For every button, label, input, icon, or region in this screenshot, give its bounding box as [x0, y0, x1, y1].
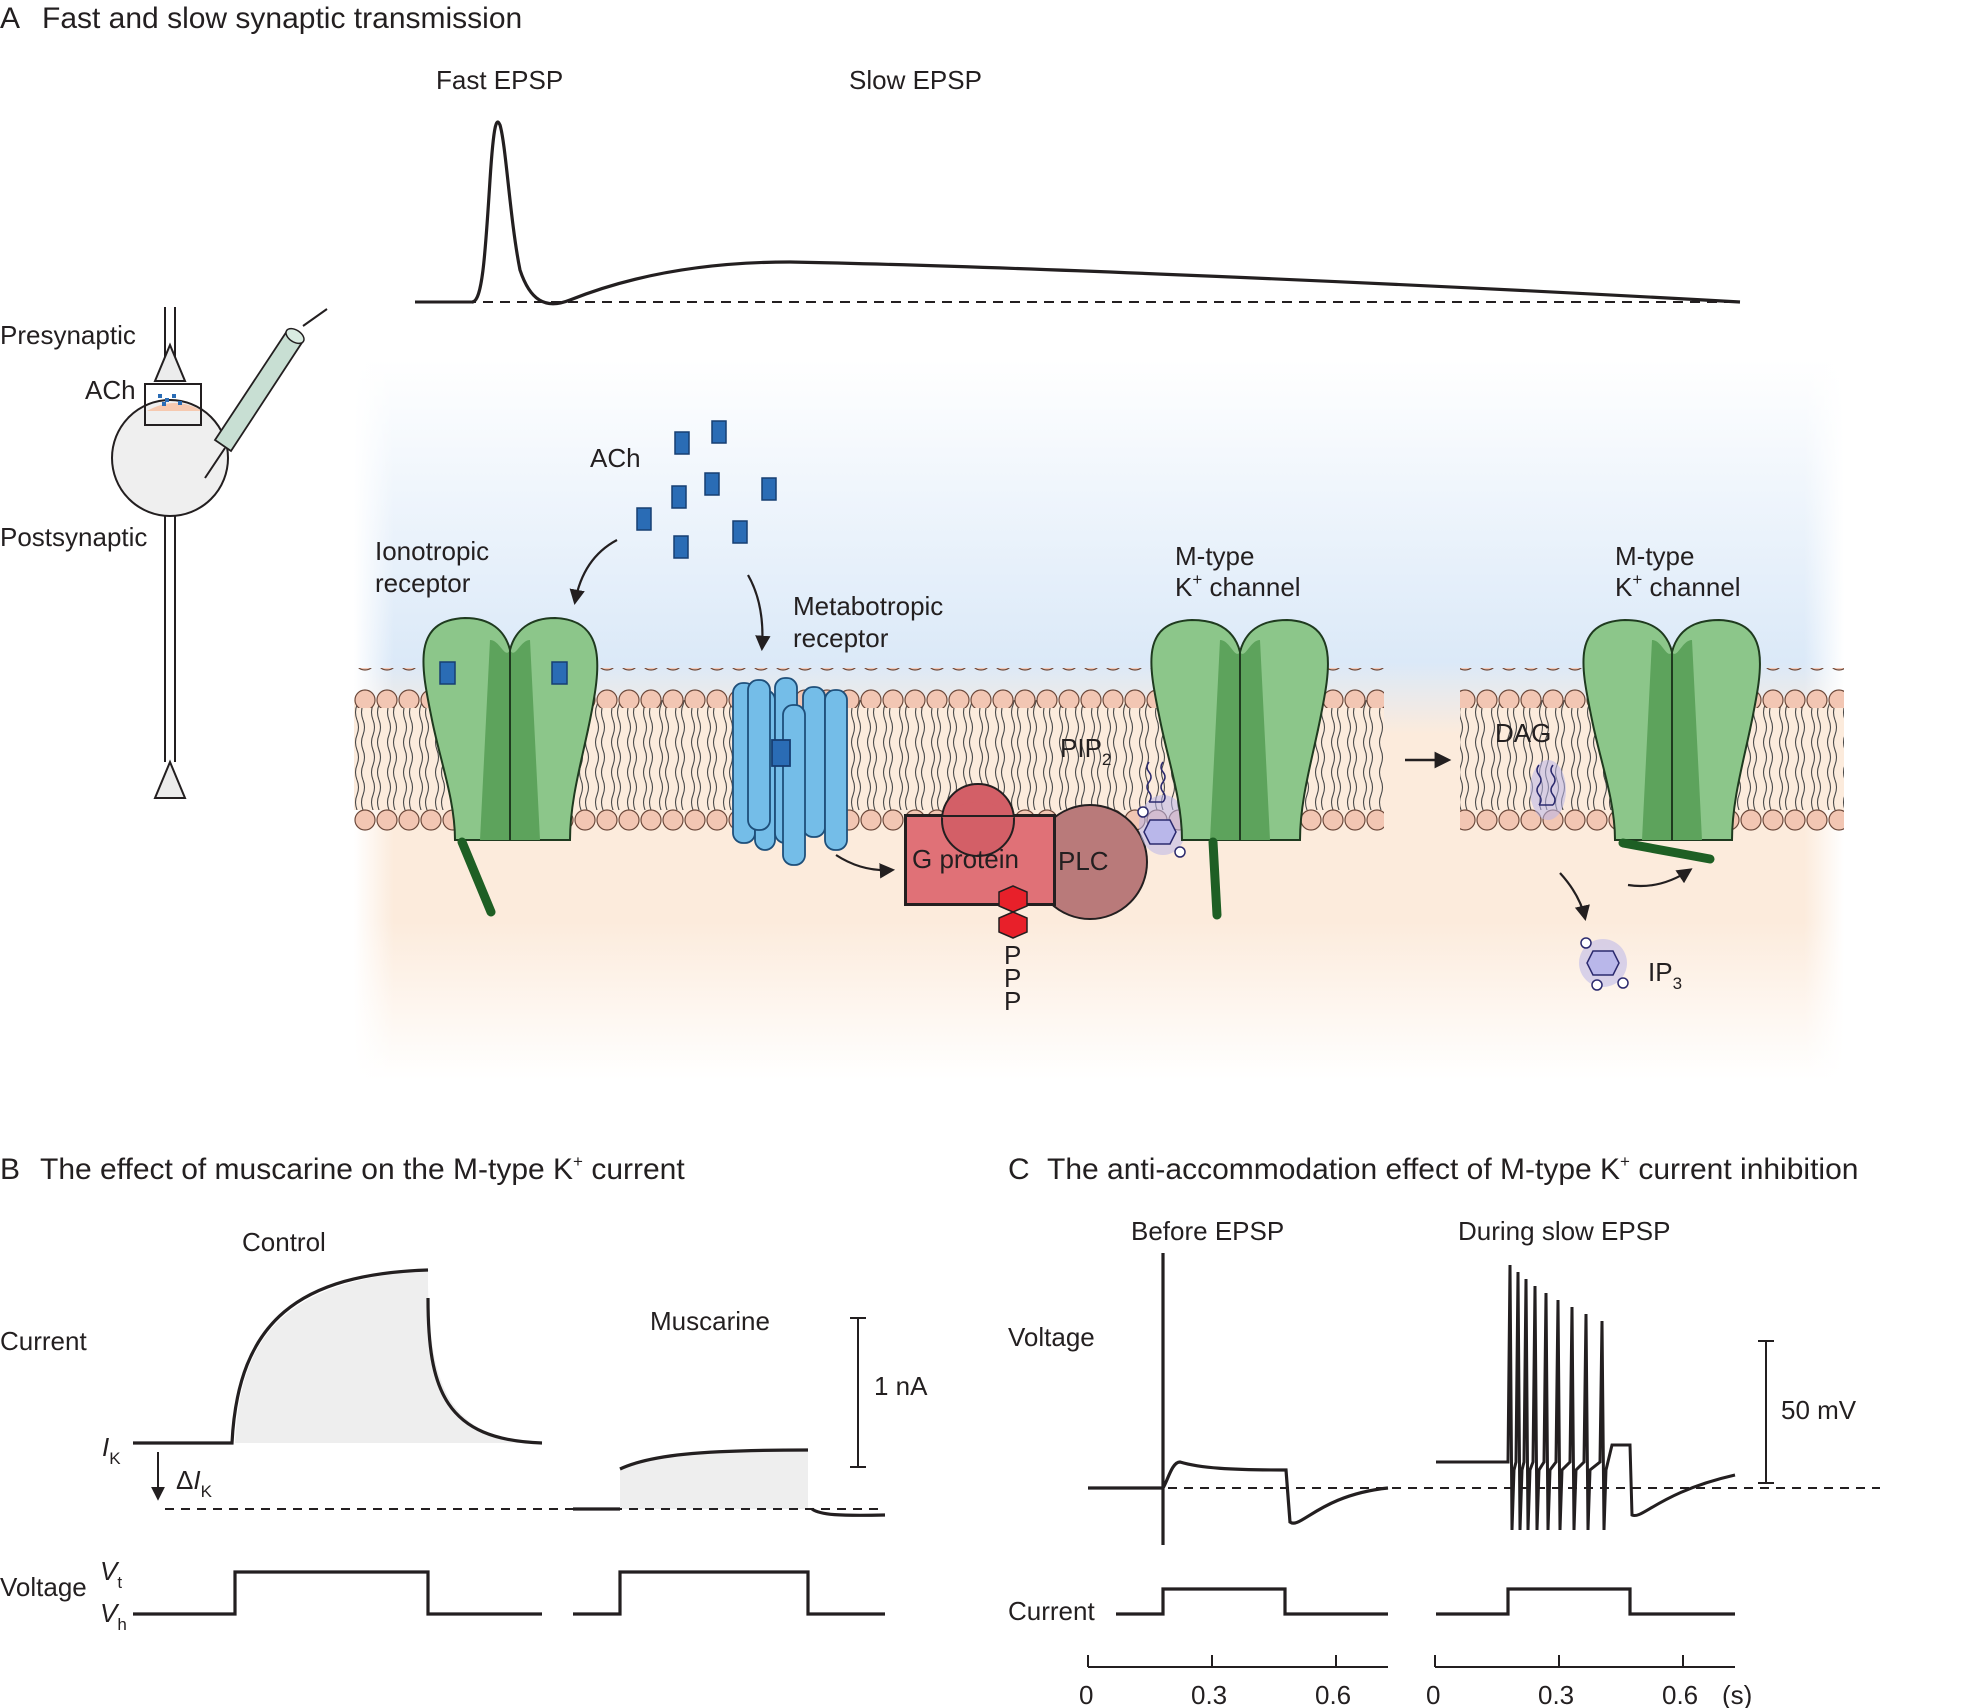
ionotropic-label-1: Ionotropic — [375, 536, 489, 566]
scale-label-b: 1 nA — [874, 1371, 928, 1401]
control-voltage-step — [133, 1570, 542, 1616]
bound-ach — [551, 661, 568, 685]
time-axis-before — [1087, 1655, 1388, 1668]
ip3-label: IP3 — [1648, 957, 1682, 993]
panel-a-title: Fast and slow synaptic transmission — [42, 2, 522, 35]
phosphate-p2: P — [1004, 963, 1021, 993]
control-current-fill — [235, 1270, 542, 1443]
scale-bar-c — [1758, 1340, 1774, 1484]
time-axis-during — [1434, 1655, 1735, 1668]
dag-molecule — [1530, 760, 1566, 820]
vt-label: Vt — [100, 1556, 122, 1592]
panel-c-letter: C — [1008, 1153, 1030, 1186]
slow-epsp-label: Slow EPSP — [849, 65, 982, 95]
presynaptic-terminal — [153, 342, 187, 382]
m-type-label-2a: K+ channel — [1175, 570, 1301, 602]
metabotropic-label-1: Metabotropic — [793, 591, 943, 621]
scale-bar-b — [850, 1317, 866, 1468]
control-label: Control — [242, 1227, 326, 1257]
tick-06-before: 0.6 — [1315, 1680, 1351, 1708]
ach-label: ACh — [590, 443, 641, 473]
tick-03-before: 0.3 — [1191, 1680, 1227, 1708]
bound-ach — [771, 739, 791, 767]
postsynaptic-soma — [111, 399, 229, 517]
presynaptic-label: Presynaptic — [0, 320, 136, 350]
m-type-label-1b: M-type — [1615, 541, 1694, 571]
synaptic-cleft — [147, 403, 202, 411]
epsp-trace — [471, 120, 1741, 306]
bound-ach — [439, 661, 456, 685]
muscarine-current-trace — [619, 1448, 809, 1471]
ip3-molecule — [1579, 937, 1629, 991]
vh-label: Vh — [100, 1598, 127, 1634]
ionotropic-label-2: receptor — [375, 568, 471, 598]
neuron-schematic — [111, 307, 328, 799]
panel-c-title: The anti-accommodation effect of M-type … — [1047, 1152, 1858, 1186]
during-epsp-voltage-trace — [1436, 1264, 1736, 1531]
receptor-to-gprotein-arrow — [835, 854, 896, 879]
metabotropic-label-2: receptor — [793, 623, 889, 653]
gtp-phosphates — [998, 885, 1028, 939]
tick-03-during: 0.3 — [1538, 1680, 1574, 1708]
recording-pipette — [213, 329, 305, 453]
postsynaptic-label: Postsynaptic — [0, 522, 147, 552]
during-current-step — [1436, 1587, 1735, 1616]
ach-molecules — [636, 420, 777, 559]
metabotropic-receptor — [732, 677, 848, 866]
ach-to-ionotropic-arrow — [569, 539, 618, 606]
ik-label: IK — [102, 1432, 121, 1468]
channel-closing-arrow — [1627, 868, 1693, 888]
m-type-channel-closed — [1582, 618, 1761, 864]
tick-06-during: 0.6 — [1662, 1680, 1698, 1708]
m-type-label-1a: M-type — [1175, 541, 1254, 571]
panel-a-letter: A — [0, 2, 20, 35]
panel-b-title: The effect of muscarine on the M-type K+… — [40, 1152, 685, 1186]
fast-epsp-label: Fast EPSP — [436, 65, 563, 95]
before-epsp-label: Before EPSP — [1131, 1216, 1284, 1246]
m-type-channel-open — [1150, 618, 1329, 920]
pip2-molecule — [1137, 761, 1187, 858]
dag-to-ip3-arrow — [1559, 872, 1590, 922]
plc-label: PLC — [1058, 846, 1109, 876]
current-label-c: Current — [1008, 1596, 1095, 1626]
muscarine-voltage-step — [573, 1570, 885, 1616]
synapse-box — [144, 383, 202, 426]
time-unit-label: (s) — [1722, 1680, 1752, 1708]
tick-0-during: 0 — [1426, 1680, 1440, 1708]
muscarine-label: Muscarine — [650, 1306, 770, 1336]
panel-b-letter: B — [0, 1153, 20, 1186]
phosphate-p1: P — [1004, 940, 1021, 970]
delta-ik-label: ΔIK — [176, 1465, 213, 1501]
phosphate-p3: P — [1004, 986, 1021, 1016]
during-epsp-label: During slow EPSP — [1458, 1216, 1670, 1246]
current-label-b: Current — [0, 1326, 87, 1356]
before-epsp-voltage-trace — [1088, 1253, 1389, 1545]
g-protein-label: G protein — [912, 844, 1019, 874]
ach-to-metabotropic-arrow — [747, 574, 771, 652]
ach-small-label: ACh — [85, 375, 136, 405]
pip2-label: PIP2 — [1060, 733, 1111, 769]
tick-0-before: 0 — [1079, 1680, 1093, 1708]
scale-label-c: 50 mV — [1781, 1395, 1857, 1425]
before-current-step — [1116, 1587, 1388, 1616]
ionotropic-receptor — [422, 616, 599, 917]
control-current-trace — [133, 1268, 429, 1445]
muscarine-current-fill — [620, 1450, 808, 1509]
voltage-label-b: Voltage — [0, 1572, 87, 1602]
m-type-label-2b: K+ channel — [1615, 570, 1741, 602]
axon-terminal — [153, 759, 187, 799]
dag-label: DAG — [1495, 718, 1551, 748]
voltage-label-c: Voltage — [1008, 1322, 1095, 1352]
